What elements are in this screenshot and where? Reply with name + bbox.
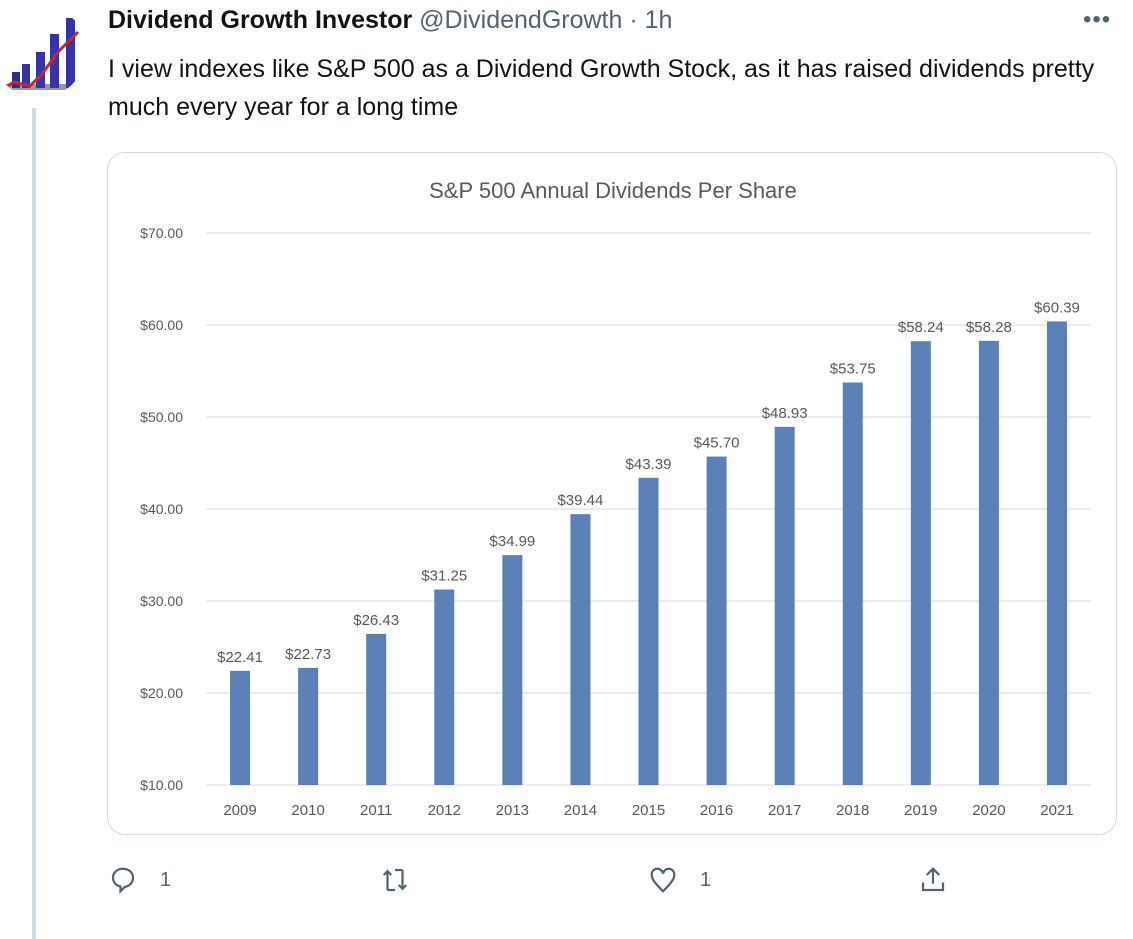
- author-name[interactable]: Dividend Growth Investor: [108, 6, 413, 34]
- x-tick-label: 2012: [428, 802, 461, 819]
- data-label: $43.39: [626, 456, 672, 473]
- bar-2017: [774, 426, 795, 785]
- reply-button[interactable]: 1: [108, 865, 171, 895]
- tweet-header: Dividend Growth Investor @DividendGrowth…: [108, 6, 672, 35]
- y-tick-label: $40.00: [140, 501, 183, 517]
- data-label: $58.24: [898, 319, 944, 336]
- avatar[interactable]: [0, 4, 86, 98]
- data-label: $53.75: [830, 361, 876, 378]
- share-icon: [921, 867, 945, 892]
- data-label: $34.99: [489, 533, 535, 550]
- y-tick-label: $70.00: [140, 225, 183, 241]
- y-tick-label: $20.00: [140, 685, 183, 701]
- bar-2012: [434, 589, 455, 785]
- reply-icon: [111, 867, 135, 894]
- reply-count: 1: [160, 868, 172, 891]
- data-label: $58.28: [966, 319, 1012, 336]
- data-label: $22.41: [217, 649, 263, 666]
- bar-chart: S&P 500 Annual Dividends Per Share $10.0…: [140, 178, 1091, 819]
- bar-2009: [230, 670, 251, 785]
- separator: ·: [629, 6, 638, 34]
- retweet-button[interactable]: [380, 865, 410, 895]
- timestamp[interactable]: 1h: [644, 6, 673, 34]
- heart-icon: [650, 867, 676, 893]
- chart-title: S&P 500 Annual Dividends Per Share: [429, 178, 797, 203]
- thread-line: [32, 108, 36, 939]
- bar-2018: [842, 382, 863, 785]
- bar-2010: [298, 667, 319, 785]
- chart-image[interactable]: S&P 500 Annual Dividends Per Share $10.0…: [107, 152, 1117, 835]
- x-tick-label: 2021: [1040, 802, 1073, 819]
- share-button[interactable]: [918, 865, 948, 895]
- data-label: $45.70: [694, 435, 740, 452]
- data-label: $22.73: [285, 646, 331, 663]
- tweet-text: I view indexes like S&P 500 as a Dividen…: [108, 55, 1095, 121]
- x-tick-label: 2018: [836, 802, 869, 819]
- bar-2021: [1046, 321, 1067, 785]
- x-tick-label: 2015: [632, 802, 665, 819]
- more-dots-icon[interactable]: •••: [1083, 6, 1112, 33]
- y-tick-label: $10.00: [140, 777, 183, 793]
- x-tick-label: 2013: [496, 802, 529, 819]
- x-tick-label: 2017: [768, 802, 801, 819]
- y-tick-label: $60.00: [140, 317, 183, 333]
- data-label: $48.93: [762, 405, 808, 422]
- author-handle[interactable]: @DividendGrowth: [419, 6, 623, 34]
- x-tick-label: 2020: [972, 802, 1005, 819]
- x-tick-label: 2014: [564, 802, 597, 819]
- x-tick-label: 2011: [360, 802, 392, 819]
- bar-2016: [706, 456, 727, 785]
- retweet-icon: [382, 868, 408, 892]
- bar-2015: [638, 477, 659, 785]
- data-label: $60.39: [1034, 299, 1080, 316]
- y-tick-label: $50.00: [140, 409, 183, 425]
- chart-logo-icon: [0, 18, 86, 93]
- x-tick-label: 2019: [904, 802, 937, 819]
- x-tick-label: 2009: [223, 802, 256, 819]
- y-tick-label: $30.00: [140, 593, 183, 609]
- data-label: $31.25: [421, 568, 467, 585]
- like-count: 1: [700, 868, 712, 891]
- bar-2019: [910, 341, 931, 785]
- bar-2020: [978, 340, 999, 785]
- bar-2014: [570, 514, 591, 785]
- data-label: $39.44: [557, 492, 603, 509]
- bar-2013: [502, 555, 523, 785]
- like-button[interactable]: 1: [648, 865, 711, 895]
- data-label: $26.43: [353, 612, 399, 629]
- bar-2011: [366, 633, 387, 785]
- x-tick-label: 2010: [291, 802, 324, 819]
- x-tick-label: 2016: [700, 802, 733, 819]
